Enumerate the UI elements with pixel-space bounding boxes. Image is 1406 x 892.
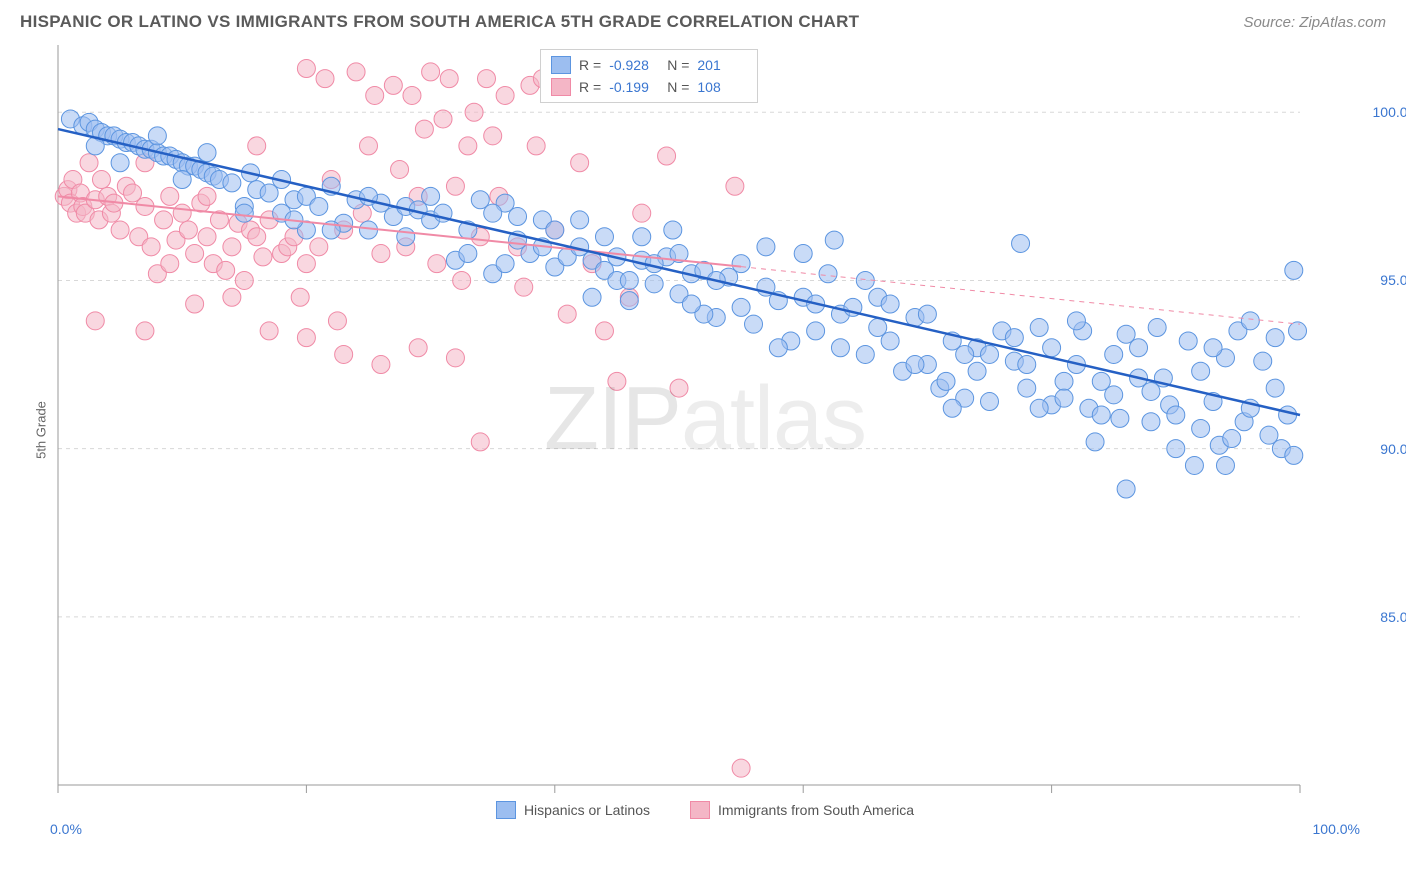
- scatter-chart: [50, 45, 1360, 815]
- r-value-2: -0.199: [609, 79, 659, 95]
- n-value-1: 201: [697, 57, 747, 73]
- stats-row: R = -0.928 N = 201: [551, 54, 747, 76]
- y-axis-label: 5th Grade: [33, 401, 48, 459]
- source-credit: Source: ZipAtlas.com: [1243, 14, 1386, 31]
- stats-legend: R = -0.928 N = 201 R = -0.199 N = 108: [540, 49, 758, 103]
- series-legend: Hispanics or Latinos Immigrants from Sou…: [50, 801, 1360, 819]
- n-value-2: 108: [697, 79, 747, 95]
- legend-item: Hispanics or Latinos: [496, 801, 650, 819]
- chart-title: HISPANIC OR LATINO VS IMMIGRANTS FROM SO…: [20, 12, 859, 32]
- n-label: N =: [667, 57, 689, 73]
- legend-label-1: Hispanics or Latinos: [524, 802, 650, 818]
- n-label: N =: [667, 79, 689, 95]
- r-label: R =: [579, 57, 601, 73]
- r-label: R =: [579, 79, 601, 95]
- legend-swatch-1: [496, 801, 516, 819]
- y-tick-label: 95.0%: [1380, 272, 1406, 288]
- chart-area: 5th Grade ZIPatlas R = -0.928 N = 201 R …: [50, 45, 1360, 815]
- y-tick-label: 90.0%: [1380, 441, 1406, 457]
- r-value-1: -0.928: [609, 57, 659, 73]
- x-min-label: 0.0%: [50, 821, 82, 837]
- legend-item: Immigrants from South America: [690, 801, 914, 819]
- x-max-label: 100.0%: [1313, 821, 1360, 837]
- stats-row: R = -0.199 N = 108: [551, 76, 747, 98]
- swatch-series-1: [551, 56, 571, 74]
- legend-swatch-2: [690, 801, 710, 819]
- y-tick-label: 100.0%: [1373, 104, 1406, 120]
- swatch-series-2: [551, 78, 571, 96]
- legend-label-2: Immigrants from South America: [718, 802, 914, 818]
- y-tick-label: 85.0%: [1380, 609, 1406, 625]
